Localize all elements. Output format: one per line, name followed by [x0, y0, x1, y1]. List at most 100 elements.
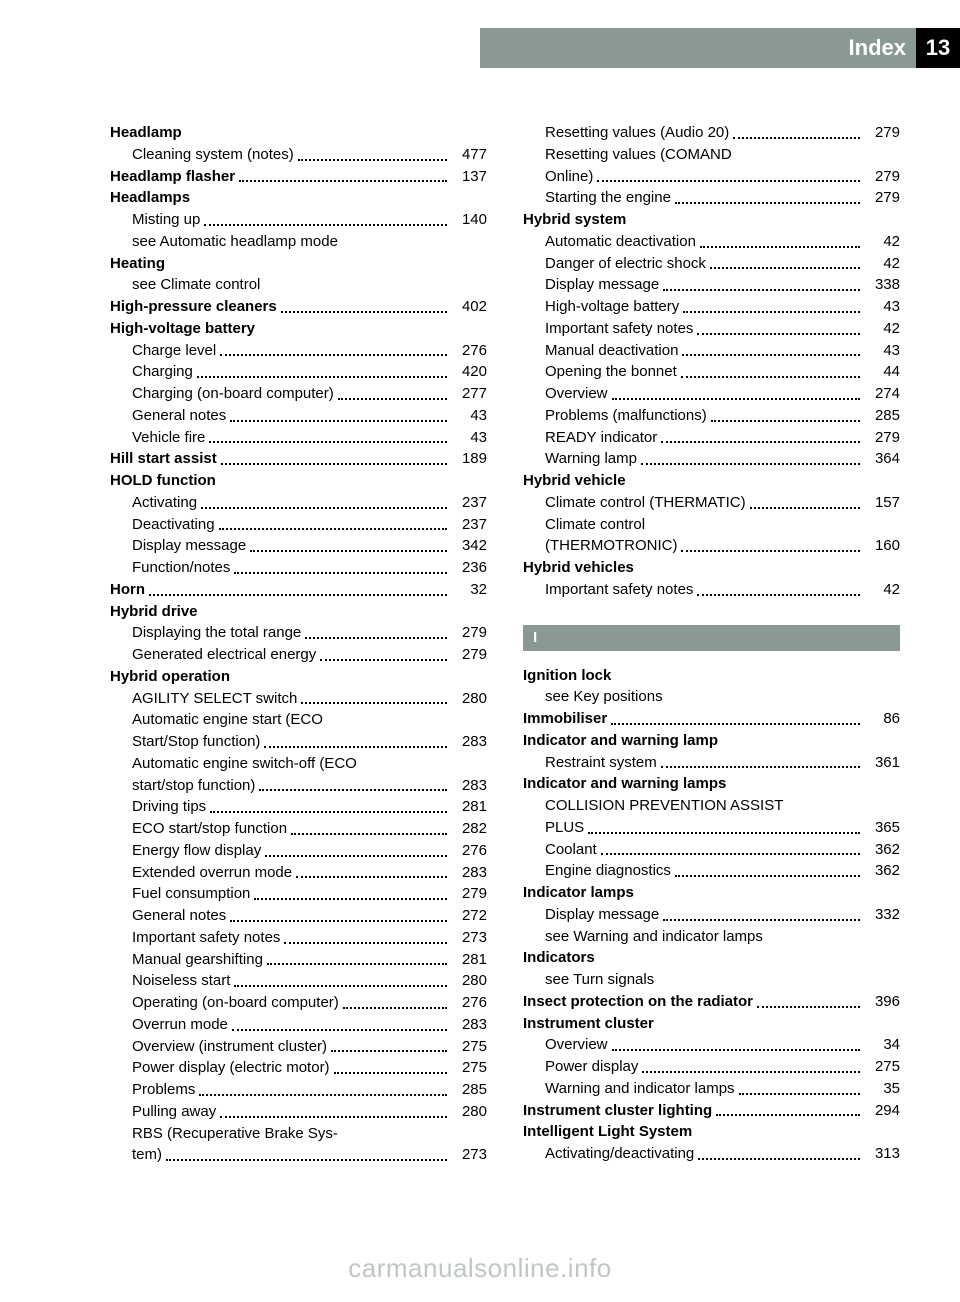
index-heading: HOLD function	[110, 470, 487, 492]
leader-dots	[338, 386, 447, 400]
index-entry-page: 275	[451, 1057, 487, 1079]
index-subentry: Activating/deactivating313	[523, 1143, 900, 1165]
index-entry-page: 279	[451, 883, 487, 905]
index-entry: Immobiliser86	[523, 708, 900, 730]
index-subentry: Overrun mode283	[110, 1014, 487, 1036]
leader-dots	[711, 408, 860, 422]
index-entry-page: 189	[451, 448, 487, 470]
index-entry-label: Danger of electric shock	[545, 253, 706, 275]
index-entry-page: 237	[451, 492, 487, 514]
index-subentry: Pulling away 280	[110, 1101, 487, 1123]
leader-dots	[681, 365, 860, 379]
index-subentry: General notes272	[110, 905, 487, 927]
leader-dots	[232, 1017, 447, 1031]
page-number: 13	[916, 28, 960, 68]
index-subentry: Overview34	[523, 1034, 900, 1056]
index-entry-label: Displaying the total range	[132, 622, 301, 644]
index-entry-page: 237	[451, 514, 487, 536]
index-entry-page: 362	[864, 839, 900, 861]
index-subentry: Driving tips281	[110, 796, 487, 818]
index-entry: Instrument cluster lighting294	[523, 1100, 900, 1122]
index-entry: Headlamp flasher137	[110, 166, 487, 188]
index-subentry: Important safety notes 273	[110, 927, 487, 949]
left-column: HeadlampCleaning system (notes)477Headla…	[110, 122, 487, 1166]
header-strip: Index	[480, 28, 916, 68]
index-entry-label: Hill start assist	[110, 448, 217, 470]
leader-dots	[601, 842, 860, 856]
leader-dots	[210, 800, 447, 814]
index-subentry: Display message342	[110, 535, 487, 557]
index-entry-label: Important safety notes	[132, 927, 280, 949]
index-entry-label: Pulling away	[132, 1101, 216, 1123]
index-entry-label: Problems (malfunctions)	[545, 405, 707, 427]
index-entry-page: 273	[451, 927, 487, 949]
leader-dots	[234, 560, 447, 574]
index-subentry: Noiseless start280	[110, 970, 487, 992]
index-entry-page: 364	[864, 448, 900, 470]
leader-dots	[697, 321, 860, 335]
index-entry-label: General notes	[132, 405, 226, 427]
index-heading: Indicator and warning lamps	[523, 773, 900, 795]
index-entry-page: 86	[864, 708, 900, 730]
index-subentry: Cleaning system (notes)477	[110, 144, 487, 166]
index-entry-label: Generated electrical energy	[132, 644, 316, 666]
index-entry-page: 272	[451, 905, 487, 927]
leader-dots	[661, 755, 860, 769]
index-entry-label: Start/Stop function)	[132, 731, 260, 753]
index-entry-label: Headlamp flasher	[110, 166, 235, 188]
leader-dots	[597, 169, 860, 183]
index-heading: High-voltage battery	[110, 318, 487, 340]
index-entry-label: Vehicle fire	[132, 427, 205, 449]
index-subentry: Fuel consumption 279	[110, 883, 487, 905]
index-entry-label: Insect protection on the radiator	[523, 991, 753, 1013]
index-entry-label: Cleaning system (notes)	[132, 144, 294, 166]
index-entry-page: 35	[864, 1078, 900, 1100]
index-entry-page: 279	[451, 622, 487, 644]
index-entry-label: Charge level	[132, 340, 216, 362]
index-subentry: Displaying the total range 279	[110, 622, 487, 644]
index-subentry: ECO start/stop function282	[110, 818, 487, 840]
index-entry-page: 280	[451, 1101, 487, 1123]
index-subentry: Manual deactivation43	[523, 340, 900, 362]
leader-dots	[750, 495, 860, 509]
index-entry-label: READY indicator	[545, 427, 657, 449]
leader-dots	[682, 343, 860, 357]
index-entry: High-pressure cleaners402	[110, 296, 487, 318]
index-entry-label: Fuel consumption	[132, 883, 250, 905]
index-entry-label: Activating/deactivating	[545, 1143, 694, 1165]
leader-dots	[281, 299, 447, 313]
index-subentry: Misting up140	[110, 209, 487, 231]
index-entry-page: 338	[864, 274, 900, 296]
index-heading: Hybrid vehicle	[523, 470, 900, 492]
leader-dots	[642, 1059, 860, 1073]
index-subentry: Operating (on-board computer)276	[110, 992, 487, 1014]
index-subentry: Energy flow display276	[110, 840, 487, 862]
index-entry-label: Warning lamp	[545, 448, 637, 470]
index-entry-label: Misting up	[132, 209, 200, 231]
index-entry-label: Restraint system	[545, 752, 657, 774]
leader-dots	[716, 1103, 860, 1117]
index-entry-page: 281	[451, 949, 487, 971]
index-subentry: Charging420	[110, 361, 487, 383]
index-heading: Indicator and warning lamp	[523, 730, 900, 752]
index-subentry: Power display275	[523, 1056, 900, 1078]
index-entry-line: Automatic engine start (ECO	[110, 709, 487, 731]
leader-dots	[220, 1104, 447, 1118]
index-subentry: PLUS365	[523, 817, 900, 839]
index-entry-label: High-pressure cleaners	[110, 296, 277, 318]
index-subentry: Starting the engine279	[523, 187, 900, 209]
leader-dots	[343, 995, 447, 1009]
leader-dots	[675, 864, 860, 878]
index-entry-line: RBS (Recuperative Brake Sys-	[110, 1123, 487, 1145]
index-entry-page: 273	[451, 1144, 487, 1166]
index-entry-page: 342	[451, 535, 487, 557]
leader-dots	[641, 452, 860, 466]
leader-dots	[331, 1039, 447, 1053]
index-subentry: Resetting values (Audio 20)279	[523, 122, 900, 144]
leader-dots	[291, 821, 447, 835]
index-entry-label: Activating	[132, 492, 197, 514]
index-entry-page: 42	[864, 579, 900, 601]
index-subentry: READY indicator279	[523, 427, 900, 449]
index-subentry: Activating 237	[110, 492, 487, 514]
index-entry-label: start/stop function)	[132, 775, 255, 797]
